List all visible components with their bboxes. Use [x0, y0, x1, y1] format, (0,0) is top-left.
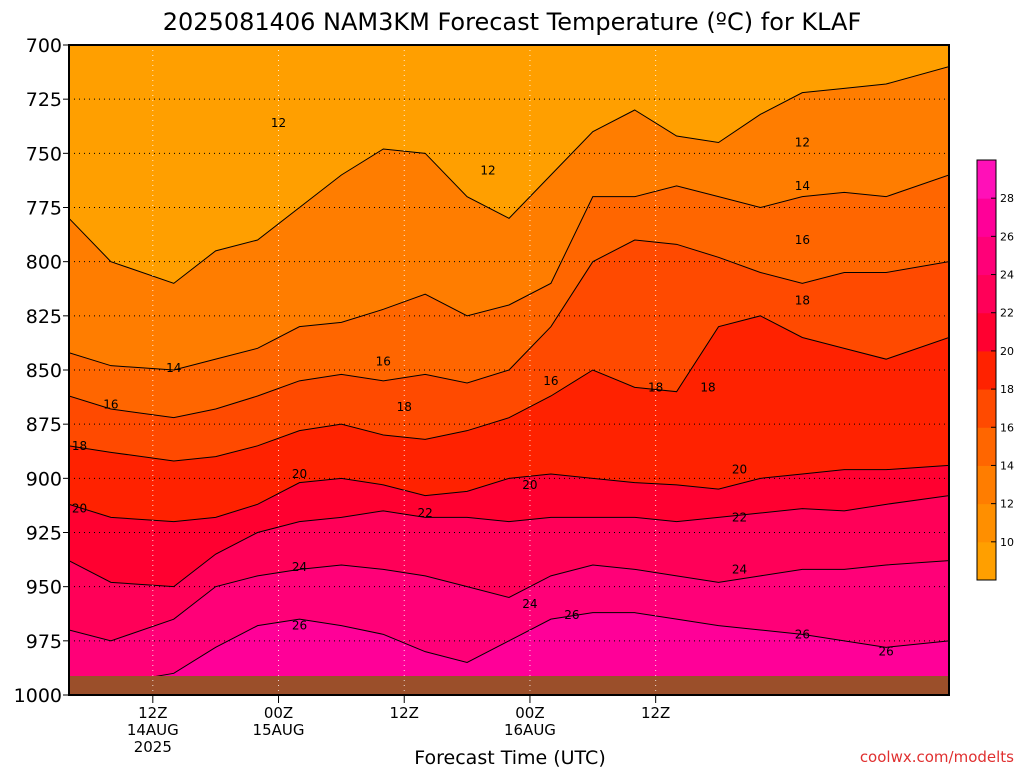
contour-label: 26: [292, 619, 307, 633]
credit-text: coolwx.com/modelts: [860, 748, 1014, 766]
x-tick-date: 14AUG: [127, 721, 179, 739]
contour-label: 24: [732, 562, 747, 576]
contour-label: 18: [648, 380, 663, 394]
colorbar-swatch: [977, 236, 996, 276]
colorbar-tick-label: 12: [1000, 498, 1014, 511]
x-tick-date: 16AUG: [504, 721, 556, 739]
chart-title: 2025081406 NAM3KM Forecast Temperature (…: [163, 8, 862, 36]
contour-label: 22: [418, 506, 433, 520]
contour-labels: 12 12 12 14 14 16 16 16 16 18 18 18 18 18 20 20 20 20 22 22…: [72, 116, 894, 659]
colorbar-tick-label: 16: [1000, 421, 1014, 434]
y-tick-label: 725: [26, 89, 62, 111]
contour-label: 12: [480, 164, 495, 178]
contour-label: 12: [795, 136, 810, 150]
contour-label: 12: [271, 116, 286, 130]
contour-label: 18: [397, 400, 412, 414]
x-tick-year: 2025: [134, 738, 172, 756]
contour-label: 18: [700, 380, 715, 394]
x-tick-label: 00Z: [515, 704, 544, 722]
y-tick-label: 900: [26, 468, 62, 490]
colorbar-tick-label: 10: [1000, 536, 1014, 549]
colorbar-swatch: [977, 427, 996, 466]
temperature-bands: [69, 45, 949, 695]
colorbar-swatch: [977, 389, 996, 428]
x-axis-label: Forecast Time (UTC): [414, 747, 605, 768]
y-tick-label: 850: [26, 360, 62, 382]
contour-label: 22: [732, 510, 747, 524]
x-tick-label: 12Z: [641, 704, 670, 722]
x-tick-label: 12Z: [390, 704, 419, 722]
contour-label: 18: [72, 439, 87, 453]
colorbar-swatch: [977, 274, 996, 314]
colorbar-legend: 10 12 14 16 18 20 22 24 26 28: [976, 159, 1014, 581]
y-tick-label: 950: [26, 577, 62, 599]
contour-label: 26: [879, 645, 894, 659]
ground-strip: [69, 676, 949, 695]
colorbar-tick-label: 22: [1000, 307, 1014, 320]
colorbar-swatch: [977, 503, 996, 543]
colorbar-swatch: [977, 198, 996, 237]
colorbar-tick-label: 26: [1000, 230, 1014, 243]
x-tick-label: 00Z: [264, 704, 293, 722]
contour-label: 24: [522, 597, 537, 611]
y-tick-label: 925: [26, 523, 62, 545]
ground-surface: [69, 676, 949, 695]
colorbar-tick-label: 28: [1000, 192, 1014, 205]
contour-label: 20: [72, 502, 87, 516]
contour-label: 20: [732, 463, 747, 477]
contour-label: 18: [795, 294, 810, 308]
y-tick-label: 975: [26, 631, 62, 653]
contour-label: 26: [564, 608, 579, 622]
contour-label: 16: [103, 398, 118, 412]
y-tick-label: 700: [26, 35, 62, 57]
colorbar-tick-label: 24: [1000, 269, 1014, 282]
colorbar-tick-label: 14: [1000, 459, 1014, 472]
band-above-26: [69, 612, 949, 695]
contour-label: 16: [376, 354, 391, 368]
isotherm-22: [69, 495, 949, 588]
y-tick-label: 1000: [14, 685, 62, 707]
isotherm-12: [69, 66, 949, 284]
x-tick-label: 12Z: [138, 704, 167, 722]
y-tick-label: 750: [26, 143, 62, 165]
isotherm-18: [69, 315, 949, 462]
y-axis-ticks: 700 725 750 775 800 825 850 875 900 925 950 975 1000: [14, 35, 69, 707]
isotherm-24: [69, 560, 949, 642]
contour-label: 14: [795, 179, 810, 193]
colorbar-swatch: [977, 465, 996, 505]
contour-label: 16: [543, 374, 558, 388]
colorbar-frame: [976, 159, 997, 581]
grid-lines: [69, 45, 949, 695]
y-tick-label: 800: [26, 252, 62, 274]
x-tick-date: 15AUG: [253, 721, 305, 739]
colorbar-swatch: [977, 541, 996, 581]
colorbar-tick-label: 20: [1000, 345, 1014, 358]
contour-label: 20: [292, 467, 307, 481]
contour-label: 16: [795, 233, 810, 247]
isotherm-14: [69, 174, 949, 371]
y-tick-label: 825: [26, 306, 62, 328]
contour-label: 26: [795, 627, 810, 641]
colorbar-swatch: [977, 350, 996, 390]
colorbar-swatch: [977, 312, 996, 352]
y-tick-label: 775: [26, 198, 62, 220]
contour-label: 14: [166, 361, 181, 375]
contour-label: 20: [522, 478, 537, 492]
contour-label: 24: [292, 560, 307, 574]
colorbar-swatch: [977, 160, 996, 199]
colorbar-tick-label: 18: [1000, 383, 1014, 396]
y-tick-label: 875: [26, 414, 62, 436]
